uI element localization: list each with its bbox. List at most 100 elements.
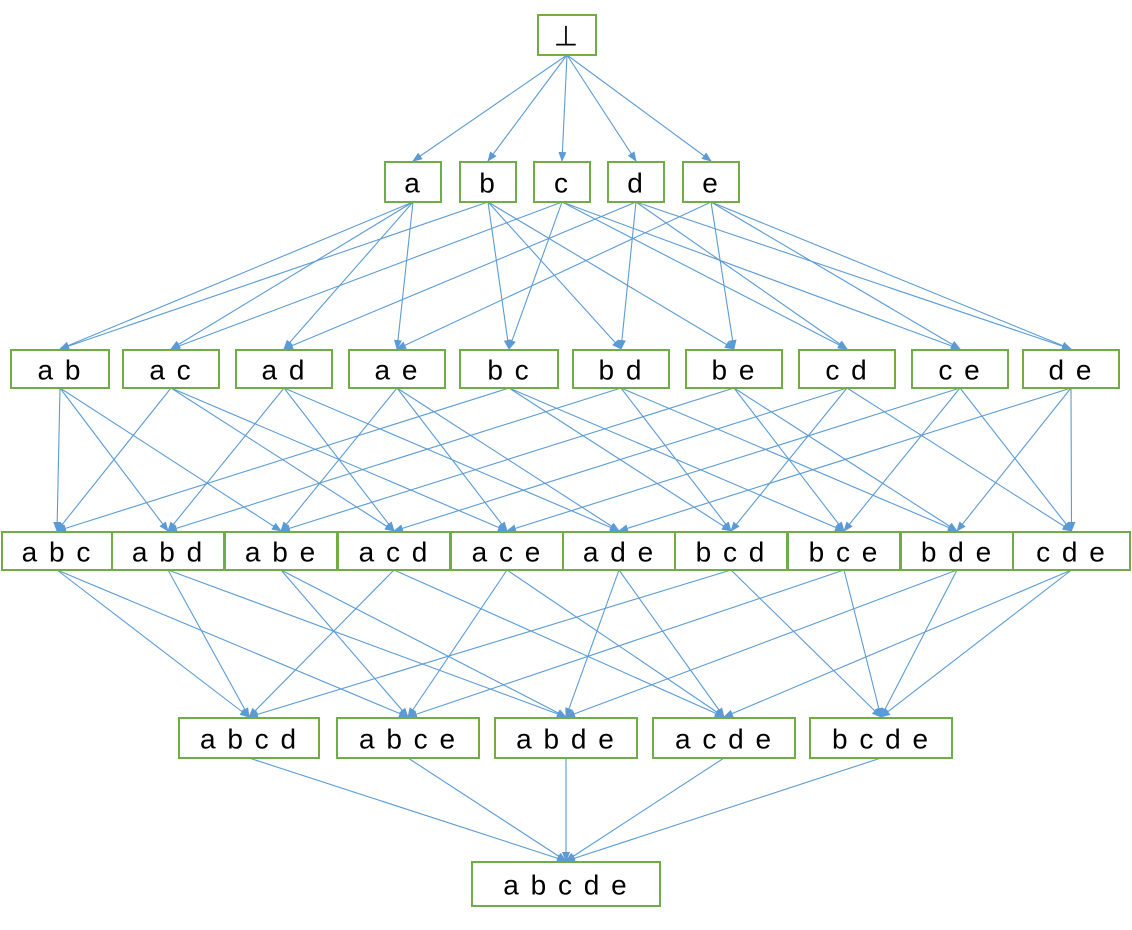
nodes-layer: ⊥ a b c d e a b a c a d a e b c b d b e c d c e d e a b … — [1, 14, 1131, 907]
edge-de-to-cde — [1067, 387, 1076, 532]
edge-d-to-ad — [283, 201, 637, 350]
edge-de-to-bde — [956, 387, 1072, 532]
edge-abce-to-abcde — [407, 757, 567, 862]
node-box — [336, 717, 480, 759]
node-label: b c — [487, 355, 530, 386]
node-box — [900, 531, 1014, 571]
node-bce: b c e — [787, 531, 901, 571]
node-label: c — [554, 168, 570, 199]
edges-layer — [53, 54, 1076, 863]
node-box — [494, 717, 638, 759]
node-label: a c d e — [675, 724, 773, 755]
node-label: a d — [262, 355, 307, 386]
edge-a-to-ad — [283, 201, 414, 350]
node-de: d e — [1022, 349, 1120, 389]
node-abce: a b c e — [336, 717, 480, 759]
node-a: a — [384, 161, 442, 203]
node-label: a b e — [245, 537, 317, 568]
edge-cde-to-acde — [723, 569, 1072, 718]
node-label: e — [702, 168, 720, 199]
node-box — [607, 161, 665, 203]
edge-e-to-be — [710, 201, 737, 350]
node-d: d — [607, 161, 665, 203]
edge-a-to-ac — [170, 201, 414, 350]
node-ace: a c e — [450, 531, 564, 571]
node-bc: b c — [459, 349, 559, 389]
edge-bottom-to-c — [558, 54, 568, 162]
edge-ce-to-cde — [959, 387, 1073, 532]
edge-bd-to-bcd — [620, 387, 732, 532]
node-abd: a b d — [111, 531, 225, 571]
node-label: a b c d — [200, 724, 298, 755]
edge-abcd-to-abcde — [248, 757, 567, 863]
node-box — [10, 349, 110, 389]
node-label: a b c — [22, 537, 93, 568]
edge-abc-to-abce — [56, 569, 409, 718]
edge-ace-to-acde — [506, 569, 725, 718]
node-label: c d — [825, 355, 868, 386]
node-box — [122, 349, 220, 389]
edge-cd-to-acd — [393, 387, 848, 533]
edge-acd-to-abcd — [248, 569, 395, 718]
node-box — [798, 349, 896, 389]
node-box — [682, 161, 740, 203]
node-label: b d e — [921, 537, 993, 568]
node-cde: c d e — [1012, 531, 1131, 571]
node-label: c e — [938, 355, 981, 386]
node-label: ⊥ — [554, 21, 580, 52]
node-box — [224, 531, 338, 571]
node-box — [562, 531, 676, 571]
node-cd: c d — [798, 349, 896, 389]
edge-bce-to-abce — [407, 569, 845, 718]
edge-d-to-cd — [635, 201, 848, 350]
node-abcde: a b c d e — [471, 861, 661, 907]
node-acde: a c d e — [652, 717, 796, 759]
edge-ab-to-abe — [59, 387, 282, 532]
edge-ad-to-abd — [167, 387, 285, 532]
edge-ce-to-bce — [843, 387, 961, 532]
node-box — [471, 861, 661, 907]
edge-d-to-bd — [617, 201, 637, 350]
edge-b-to-be — [487, 201, 735, 350]
node-box — [348, 349, 446, 389]
edge-abe-to-abde — [280, 569, 567, 718]
node-box — [235, 349, 333, 389]
node-box — [178, 717, 320, 759]
node-abde: a b d e — [494, 717, 638, 759]
node-box — [459, 161, 517, 203]
edge-bc-to-abc — [56, 387, 510, 533]
node-label: a c d — [359, 537, 430, 568]
node-label: a c — [149, 355, 192, 386]
edge-bottom-to-b — [487, 54, 568, 162]
node-label: a c e — [472, 537, 543, 568]
edge-b-to-bc — [487, 201, 512, 350]
node-box — [1022, 349, 1120, 389]
node-be: b e — [685, 349, 783, 389]
edge-ade-to-abde — [565, 569, 620, 718]
node-box — [111, 531, 225, 571]
node-bcd: b c d — [674, 531, 788, 571]
edge-ac-to-abc — [56, 387, 172, 532]
edge-ce-to-ace — [506, 387, 961, 533]
node-ad: a d — [235, 349, 333, 389]
edge-ae-to-ace — [396, 387, 508, 532]
node-c: c — [533, 161, 591, 203]
edge-ade-to-acde — [618, 569, 725, 718]
edge-bd-to-abd — [167, 387, 622, 533]
node-label: c d e — [1036, 537, 1107, 568]
edge-bcde-to-abcde — [565, 757, 882, 863]
edge-bde-to-bcde — [880, 569, 958, 718]
edge-ae-to-abe — [280, 387, 398, 532]
edge-abe-to-abce — [280, 569, 409, 718]
node-box — [652, 717, 796, 759]
node-box — [911, 349, 1009, 389]
node-box — [1, 531, 113, 571]
edge-cde-to-bcde — [880, 569, 1072, 718]
edge-e-to-ae — [396, 201, 712, 350]
edge-bottom-to-d — [566, 54, 637, 162]
edge-ab-to-abc — [53, 387, 62, 532]
edge-be-to-abe — [280, 387, 735, 533]
edge-e-to-ce — [710, 201, 961, 350]
node-label: a b — [38, 355, 83, 386]
edge-c-to-ce — [561, 201, 961, 350]
